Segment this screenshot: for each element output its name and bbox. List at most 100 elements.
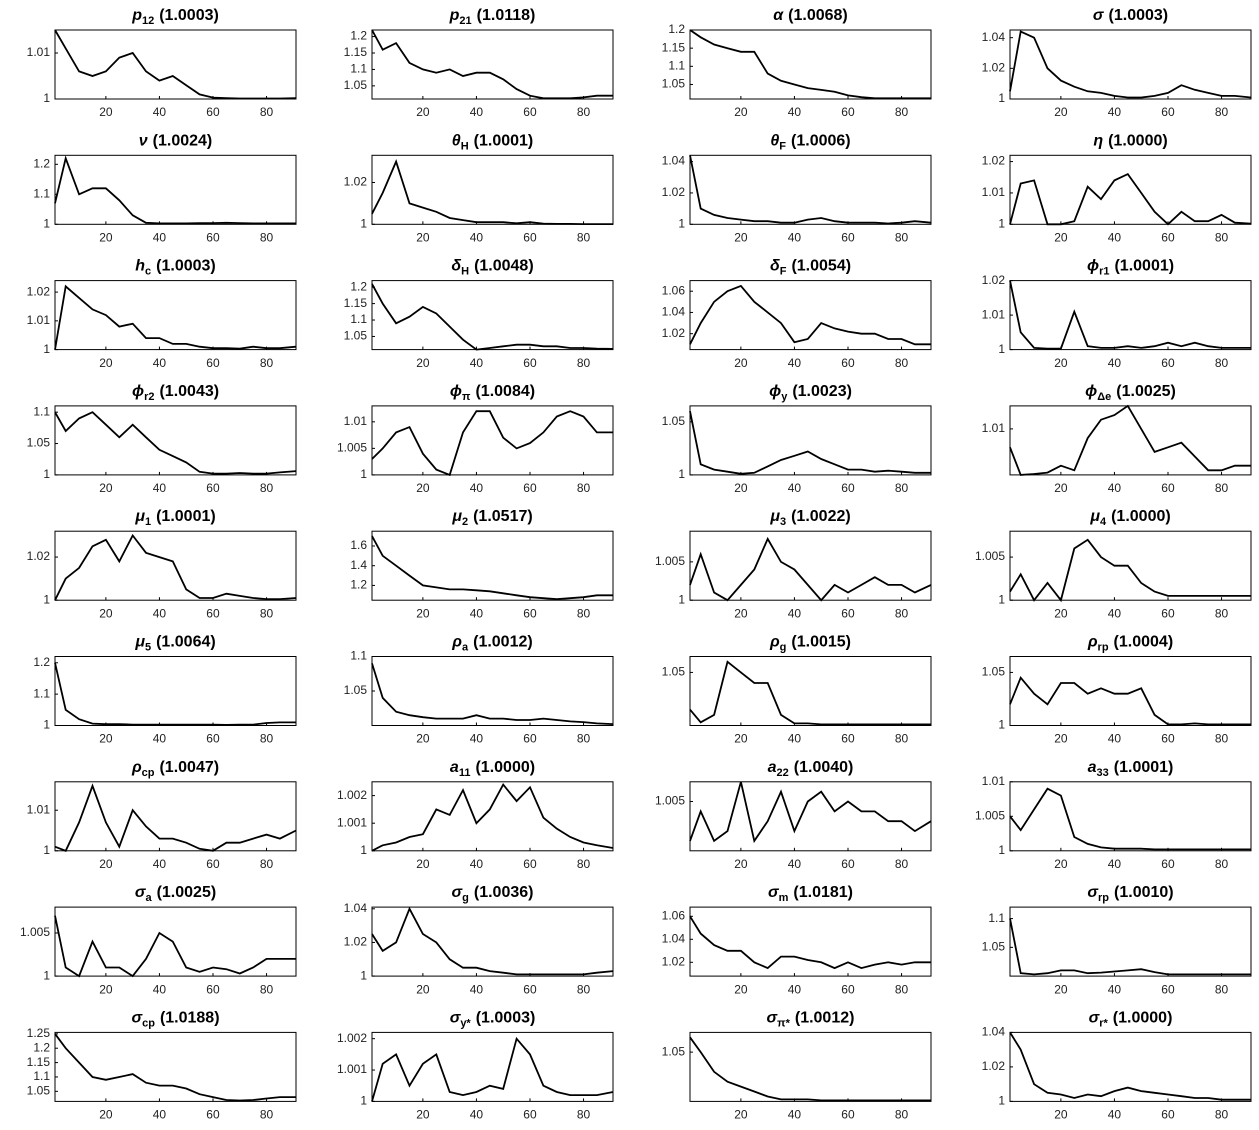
subplot: σ (1.0003) 20 40 60 80 1 1.02 1.04 <box>982 7 1252 119</box>
y-tick-label: 1.1 <box>33 686 50 700</box>
subplot-title: ρrp (1.0004) <box>1087 634 1173 654</box>
subplot-title: μ2 (1.0517) <box>451 508 532 528</box>
subplot: σy* (1.0003) 20 40 60 80 1 1.001 1.002 <box>337 1010 614 1122</box>
y-tick-label: 1 <box>998 216 1005 230</box>
plot-frame <box>54 656 297 726</box>
y-tick-label: 1.05 <box>344 683 368 697</box>
x-tick-label: 20 <box>99 481 113 495</box>
title-subscript: a <box>145 892 152 904</box>
y-tick-label: 1.2 <box>668 22 685 36</box>
subplot-title: hc (1.0003) <box>135 258 216 278</box>
y-tick-label: 1.05 <box>662 1044 686 1058</box>
plot-frame <box>371 29 614 100</box>
series-line <box>689 781 932 844</box>
x-tick-label: 20 <box>734 105 748 119</box>
plot-frame <box>689 781 932 852</box>
title-value: (1.0118) <box>477 7 536 24</box>
x-tick-label: 40 <box>788 356 802 370</box>
subplot: σm (1.0181) 20 40 60 80 1.02 1.04 1.06 <box>662 884 932 996</box>
subplot: μ5 (1.0064) 20 40 60 80 1 1.1 1.2 <box>33 634 297 746</box>
y-tick-label: 1.01 <box>982 774 1006 788</box>
x-tick-label: 20 <box>734 982 748 996</box>
subplot: ϕπ (1.0084) 20 40 60 80 1 1.005 1.01 <box>337 383 614 495</box>
x-tick-label: 40 <box>470 481 484 495</box>
title-symbol: h <box>135 258 145 275</box>
title-value: (1.0068) <box>788 7 848 24</box>
series-line <box>1009 172 1252 226</box>
y-tick-label: 1.1 <box>350 312 367 326</box>
y-tick-label: 1.1 <box>668 58 685 72</box>
y-tick-label: 1.06 <box>662 908 686 922</box>
series-line <box>371 283 614 351</box>
title-subscript: r1 <box>1099 266 1109 278</box>
y-tick-label: 1.01 <box>27 45 51 59</box>
subplot-title: a33 (1.0001) <box>1088 759 1174 779</box>
x-tick-label: 40 <box>788 982 802 996</box>
y-tick-label: 1.005 <box>337 441 367 455</box>
subplot-title: μ1 (1.0001) <box>134 508 215 528</box>
title-symbol: η <box>1093 133 1103 150</box>
plot-frame <box>689 656 932 726</box>
plot-frame <box>689 906 932 977</box>
subplot: θF (1.0006) 20 40 60 80 1 1.02 1.04 <box>662 133 932 244</box>
title-value: (1.0048) <box>474 258 534 275</box>
title-value: (1.0054) <box>791 258 851 275</box>
x-tick-label: 40 <box>153 230 167 244</box>
x-tick-label: 20 <box>99 857 113 871</box>
x-tick-label: 60 <box>841 1108 855 1122</box>
title-subscript: rp <box>1098 641 1109 653</box>
x-tick-label: 40 <box>788 732 802 746</box>
subplot-title: σ (1.0003) <box>1093 7 1168 24</box>
title-symbol: p <box>449 7 460 24</box>
series-line <box>371 663 614 725</box>
title-subscript: 22 <box>777 767 789 779</box>
y-tick-label: 1.2 <box>33 156 50 170</box>
series-line <box>54 29 297 100</box>
title-value: (1.0003) <box>156 258 216 275</box>
x-tick-label: 60 <box>841 732 855 746</box>
x-tick-label: 40 <box>470 230 484 244</box>
title-value: (1.0000) <box>475 759 535 776</box>
x-tick-label: 20 <box>1054 606 1068 620</box>
series-line <box>54 284 297 350</box>
plot-frame <box>54 29 297 100</box>
title-subscript: rp <box>1098 892 1109 904</box>
subplot: p12 (1.0003) 20 40 60 80 1 1.01 <box>27 7 297 119</box>
y-tick-label: 1 <box>998 592 1005 606</box>
x-tick-label: 40 <box>153 982 167 996</box>
x-tick-label: 60 <box>841 356 855 370</box>
subplot-title: μ5 (1.0064) <box>134 634 215 654</box>
title-symbol: ϕ <box>132 383 144 400</box>
x-tick-label: 40 <box>153 857 167 871</box>
x-tick-label: 60 <box>523 1108 537 1122</box>
y-tick-label: 1 <box>43 342 50 356</box>
y-tick-label: 1.05 <box>344 329 368 343</box>
title-value: (1.0025) <box>157 884 217 901</box>
x-tick-label: 60 <box>1161 982 1175 996</box>
subplot: η (1.0000) 20 40 60 80 1 1.01 1.02 <box>982 133 1252 244</box>
subplot: a22 (1.0040) 20 40 60 80 1.005 <box>655 759 932 871</box>
x-tick-label: 80 <box>260 105 274 119</box>
y-tick-label: 1.02 <box>344 935 368 949</box>
y-tick-label: 1.005 <box>655 794 685 808</box>
y-tick-label: 1.6 <box>350 538 367 552</box>
x-tick-label: 20 <box>416 732 430 746</box>
title-value: (1.0000) <box>1108 133 1168 150</box>
title-symbol: α <box>773 7 784 24</box>
x-tick-label: 40 <box>1108 1108 1122 1122</box>
title-symbol: a <box>1088 759 1097 776</box>
y-tick-label: 1.02 <box>982 154 1006 168</box>
x-tick-label: 60 <box>1161 606 1175 620</box>
x-tick-label: 20 <box>416 481 430 495</box>
title-value: (1.0001) <box>1114 759 1174 776</box>
title-symbol: σ <box>135 884 147 901</box>
x-tick-label: 80 <box>260 1108 274 1122</box>
x-tick-label: 40 <box>1108 105 1122 119</box>
x-tick-label: 20 <box>734 606 748 620</box>
x-tick-label: 80 <box>260 606 274 620</box>
subplot-title: ρa (1.0012) <box>451 634 532 654</box>
x-tick-label: 60 <box>206 732 220 746</box>
x-tick-label: 80 <box>1215 982 1229 996</box>
x-tick-label: 20 <box>1054 481 1068 495</box>
